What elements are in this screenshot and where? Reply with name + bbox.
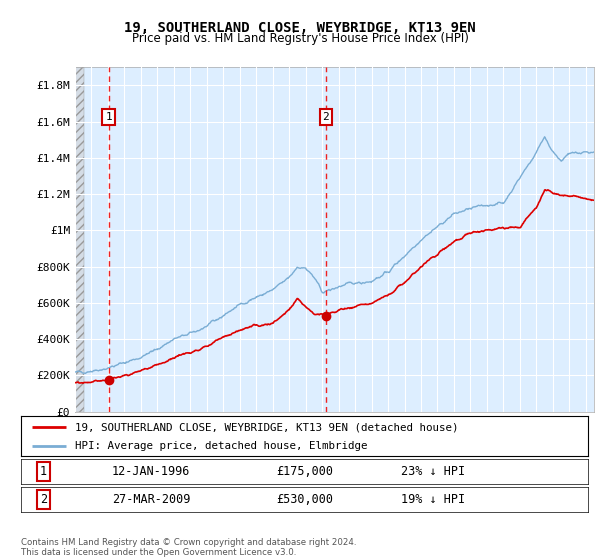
Bar bbox=[75, 67, 84, 412]
Text: £530,000: £530,000 bbox=[276, 493, 333, 506]
Text: 1: 1 bbox=[105, 112, 112, 122]
Text: 1: 1 bbox=[40, 465, 47, 478]
Text: HPI: Average price, detached house, Elmbridge: HPI: Average price, detached house, Elmb… bbox=[75, 441, 367, 451]
Text: 27-MAR-2009: 27-MAR-2009 bbox=[112, 493, 190, 506]
Text: 2: 2 bbox=[323, 112, 329, 122]
Text: Contains HM Land Registry data © Crown copyright and database right 2024.
This d: Contains HM Land Registry data © Crown c… bbox=[21, 538, 356, 557]
Text: 19, SOUTHERLAND CLOSE, WEYBRIDGE, KT13 9EN: 19, SOUTHERLAND CLOSE, WEYBRIDGE, KT13 9… bbox=[124, 21, 476, 35]
Text: 19% ↓ HPI: 19% ↓ HPI bbox=[401, 493, 465, 506]
Bar bbox=[75, 67, 84, 412]
Text: 19, SOUTHERLAND CLOSE, WEYBRIDGE, KT13 9EN (detached house): 19, SOUTHERLAND CLOSE, WEYBRIDGE, KT13 9… bbox=[75, 422, 458, 432]
Text: Price paid vs. HM Land Registry's House Price Index (HPI): Price paid vs. HM Land Registry's House … bbox=[131, 32, 469, 45]
Text: 23% ↓ HPI: 23% ↓ HPI bbox=[401, 465, 465, 478]
Text: 12-JAN-1996: 12-JAN-1996 bbox=[112, 465, 190, 478]
Text: £175,000: £175,000 bbox=[276, 465, 333, 478]
Text: 2: 2 bbox=[40, 493, 47, 506]
